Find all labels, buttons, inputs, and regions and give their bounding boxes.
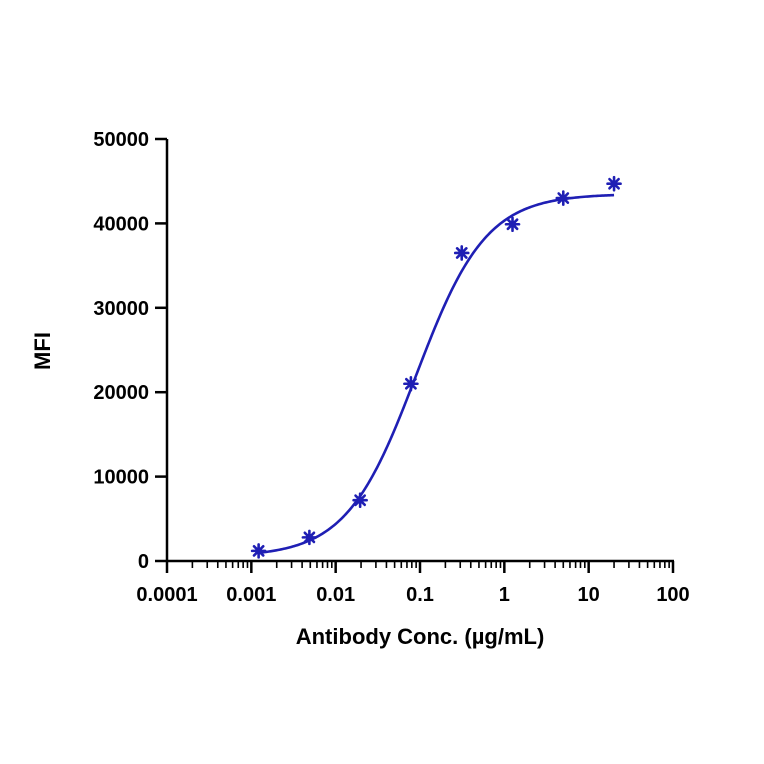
data-point — [250, 543, 267, 559]
y-tick-label: 50000 — [93, 129, 149, 151]
data-point-arm — [506, 218, 519, 231]
axes — [165, 139, 674, 563]
y-axis-label: MFI — [30, 332, 55, 370]
data-point — [555, 190, 572, 206]
data-point-arm — [557, 192, 570, 204]
y-tick-label: 30000 — [93, 298, 149, 320]
x-tick-label: 0.01 — [316, 584, 355, 606]
y-tick-label: 20000 — [93, 382, 149, 404]
data-point — [504, 216, 521, 233]
data-point — [606, 175, 622, 192]
data-point — [352, 492, 368, 509]
x-tick-label: 0.001 — [226, 584, 276, 606]
x-tick-label: 0.1 — [406, 584, 434, 606]
fit-curve — [258, 193, 615, 555]
tick-labels: 0 10000 20000 30000 40000 50000 0.0001 0.001 0.0… — [93, 129, 689, 606]
x-tick-label: 0.0001 — [136, 584, 197, 606]
y-tick-label: 0 — [138, 551, 149, 573]
data-points — [250, 175, 622, 559]
y-tick-label: 40000 — [93, 213, 149, 235]
x-tick-label: 10 — [578, 584, 600, 606]
data-point-arm — [608, 177, 620, 190]
data-point-arm — [405, 377, 417, 390]
ticks — [155, 137, 675, 573]
data-point-arm — [354, 494, 367, 507]
data-point-arm — [455, 247, 468, 259]
data-point — [301, 529, 318, 546]
x-tick-label: 100 — [656, 584, 689, 606]
x-axis-label: Antibody Conc. (µg/mL) — [296, 624, 545, 649]
data-point-arm — [303, 531, 316, 544]
data-point-arm — [252, 544, 265, 557]
y-tick-label: 10000 — [93, 467, 149, 489]
data-point — [453, 245, 470, 261]
x-tick-label: 1 — [499, 584, 510, 606]
data-point — [403, 375, 419, 392]
